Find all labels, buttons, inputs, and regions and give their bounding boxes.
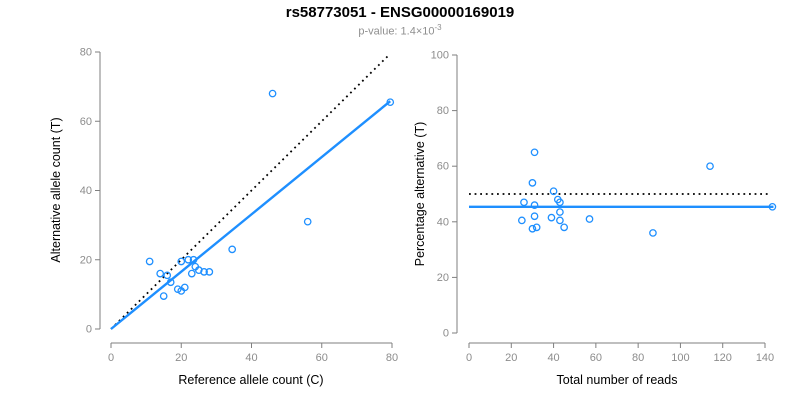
data-point [556,208,564,216]
data-point [518,216,526,225]
x-tick-label: 120 [714,352,732,364]
left-plot-allele-counts: 0 20 40 60 80 0 20 40 60 80 [80,47,398,365]
y-tick-label: 60 [80,116,92,128]
data-point [200,268,208,276]
x-tick-label: 60 [316,352,328,364]
x-tick-label: 80 [632,352,644,364]
data-point [194,266,203,274]
data-point [549,187,558,196]
data-point [532,223,541,232]
y-tick-label: 0 [86,324,92,336]
right-yaxis-label: Percentage alternative (T) [413,122,427,267]
x-tick-label: 40 [245,352,257,364]
data-point [547,213,556,222]
data-point [386,98,395,107]
data-point [530,212,539,221]
data-point [520,198,528,207]
data-point [159,292,168,300]
y-tick-label: 60 [437,161,449,173]
data-point [556,198,564,207]
right-xaxis-label: Total number of reads [557,373,678,387]
data-point [187,269,196,278]
y-tick-label: 100 [431,50,449,62]
y-tick-label: 40 [80,185,92,197]
data-point [768,202,777,211]
x-tick-label: 20 [175,352,187,364]
data-point [560,223,568,232]
left-xaxis-label: Reference allele count (C) [178,373,323,387]
data-point [303,217,312,226]
y-tick-label: 80 [437,105,449,117]
data-point [205,268,214,276]
y-tick-label: 20 [80,254,92,266]
y-tick-label: 40 [437,216,449,228]
identity-line [110,54,390,330]
x-tick-label: 0 [108,352,114,364]
figure-subtitle: p-value: 1.4×10-3 [0,23,800,38]
x-tick-label: 100 [671,352,689,364]
regression-line [110,100,392,330]
data-point [166,278,175,287]
y-tick-label: 20 [437,272,449,284]
x-tick-label: 60 [590,352,602,364]
left-yaxis-label: Alternative allele count (T) [49,117,63,262]
data-point [189,255,198,264]
x-tick-label: 40 [547,352,559,364]
data-point [268,89,277,98]
x-tick-label: 0 [466,352,472,364]
p-value-exponent: -3 [434,23,442,32]
data-point [528,224,537,233]
data-point [530,148,539,157]
data-point [528,179,537,187]
data-point [228,245,237,254]
data-point [585,215,594,223]
figure-title: rs58773051 - ENSG00000169019 [285,4,515,21]
data-point [156,269,165,278]
x-tick-label: 140 [756,352,774,364]
data-point [177,257,186,266]
data-point [163,271,172,280]
p-value-label: p-value: 1.4×10 [358,25,435,38]
data-point [649,229,657,237]
data-point [145,257,154,266]
y-tick-label: 80 [80,47,92,59]
data-point [184,255,193,264]
y-tick-label: 0 [443,328,449,340]
data-point [530,201,539,209]
right-plot-percentage: 0 20 40 60 80 100 0 20 40 60 80 100 120 140 [431,50,777,364]
x-tick-label: 20 [505,352,517,364]
data-point [556,216,564,225]
data-point [706,162,714,171]
data-point [180,283,189,292]
x-tick-label: 80 [386,352,398,364]
